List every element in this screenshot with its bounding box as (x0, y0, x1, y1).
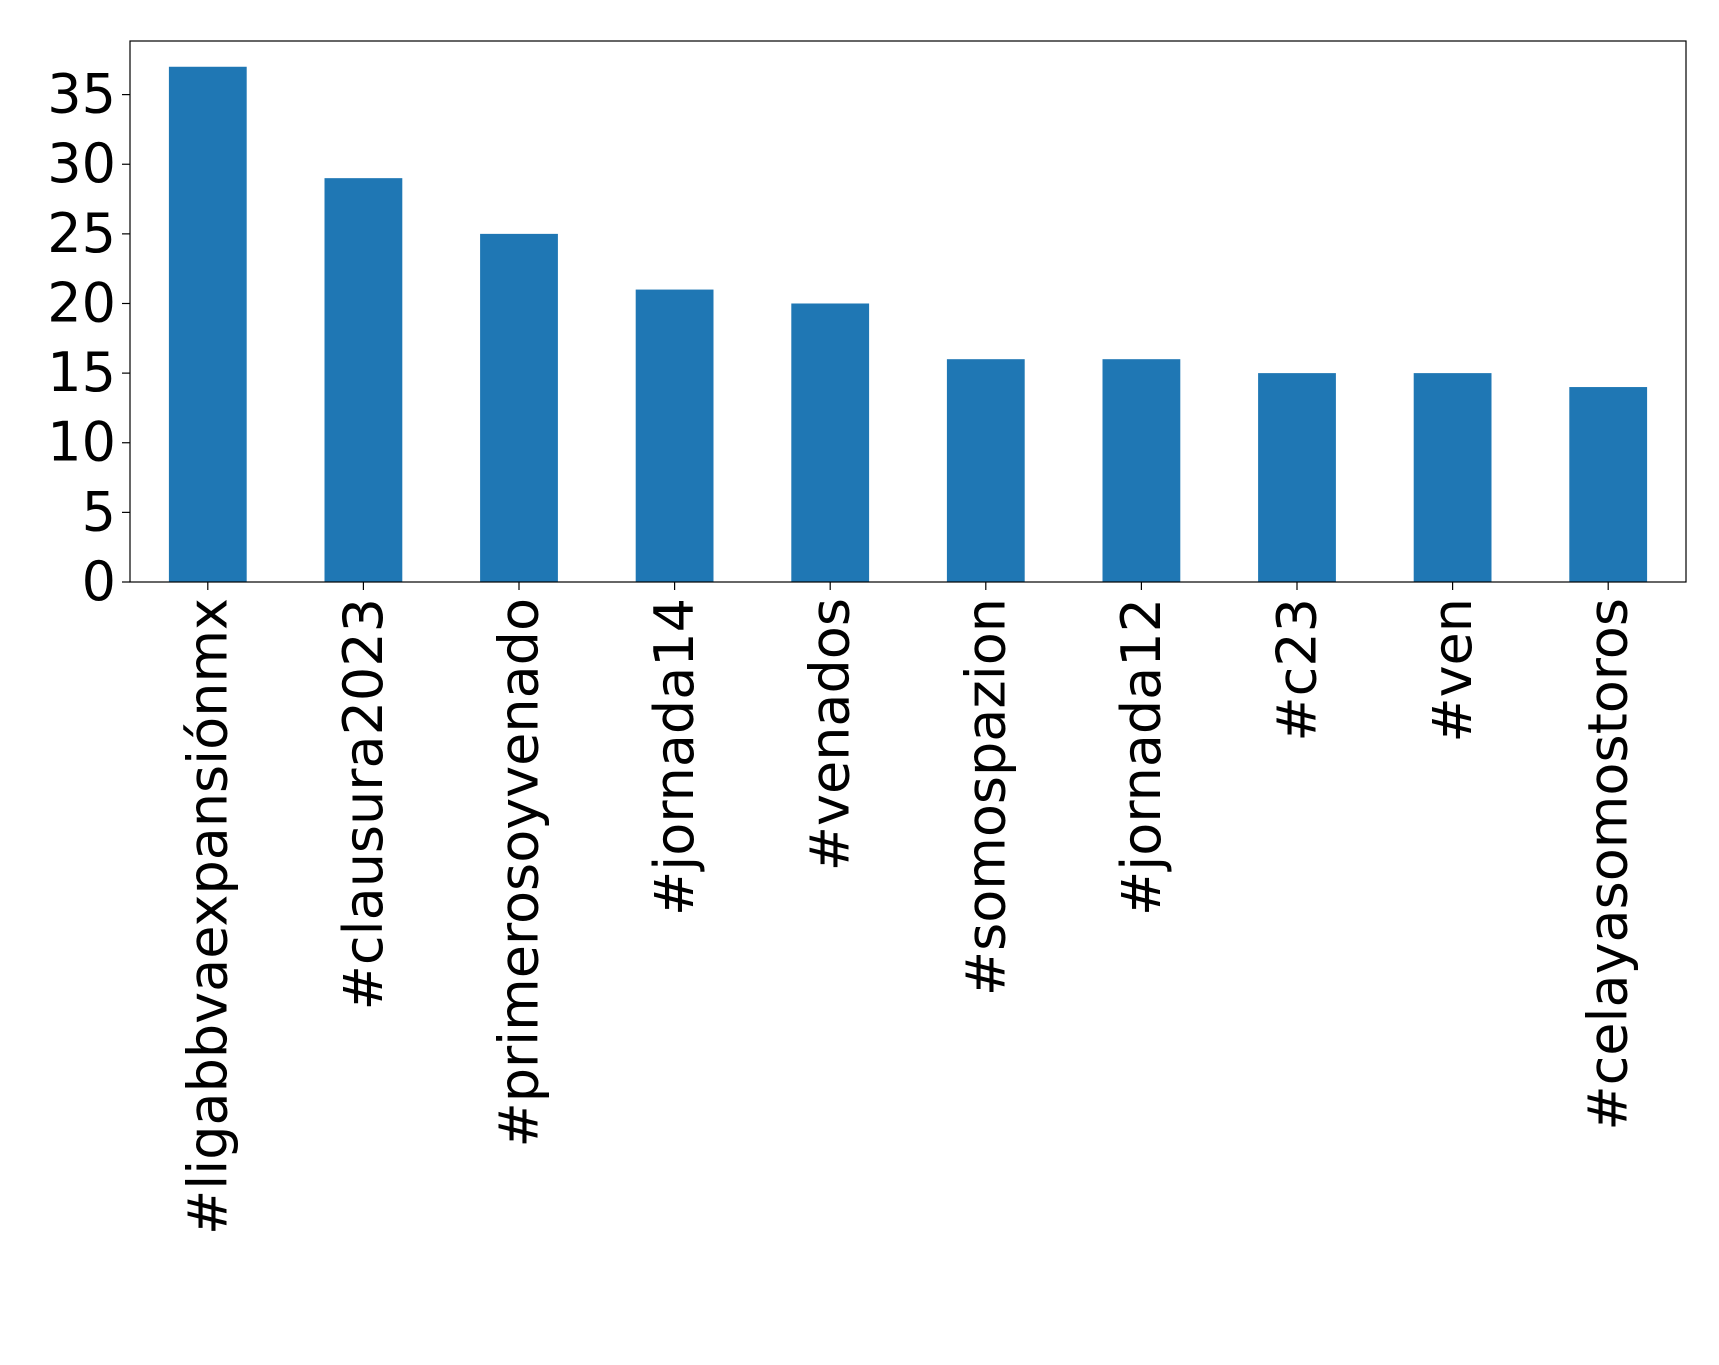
y-tick-label: 25 (47, 202, 116, 265)
bar (324, 178, 403, 582)
x-tick-label: #jornada14 (643, 598, 706, 916)
bar (1258, 373, 1336, 582)
bar (168, 66, 247, 582)
y-tick-label: 35 (47, 63, 116, 126)
bar (1102, 359, 1181, 582)
x-tick-label: #celayasomostoros (1577, 598, 1640, 1131)
x-axis-ticks: #ligabbvaexpansiónmx #clausura2023 #primer… (176, 582, 1640, 1235)
y-tick-label: 5 (82, 480, 116, 543)
bar (635, 289, 714, 582)
axes-group (129, 40, 1687, 583)
y-tick-label: 0 (82, 550, 116, 613)
x-tick-label: #primerosoyvenado (488, 598, 551, 1148)
bars-group (168, 66, 1648, 582)
bar (791, 303, 870, 582)
x-tick-label: #ven (1421, 598, 1484, 743)
y-tick-label: 20 (47, 271, 116, 334)
x-tick-label: #somospazion (954, 598, 1017, 996)
bar (480, 233, 558, 582)
y-tick-label: 30 (47, 132, 116, 195)
x-tick-label: #jornada12 (1110, 598, 1173, 916)
x-tick-label: #venados (799, 598, 862, 871)
x-tick-label: #clausura2023 (332, 598, 395, 1010)
bar (1569, 387, 1648, 582)
x-tick-label: #c23 (1266, 598, 1329, 742)
bar (946, 359, 1025, 582)
y-tick-label: 10 (47, 411, 116, 474)
axes-frame (129, 40, 1687, 583)
bar (1413, 373, 1492, 582)
x-tick-label: #ligabbvaexpansiónmx (176, 598, 239, 1235)
y-tick-label: 15 (47, 341, 116, 404)
